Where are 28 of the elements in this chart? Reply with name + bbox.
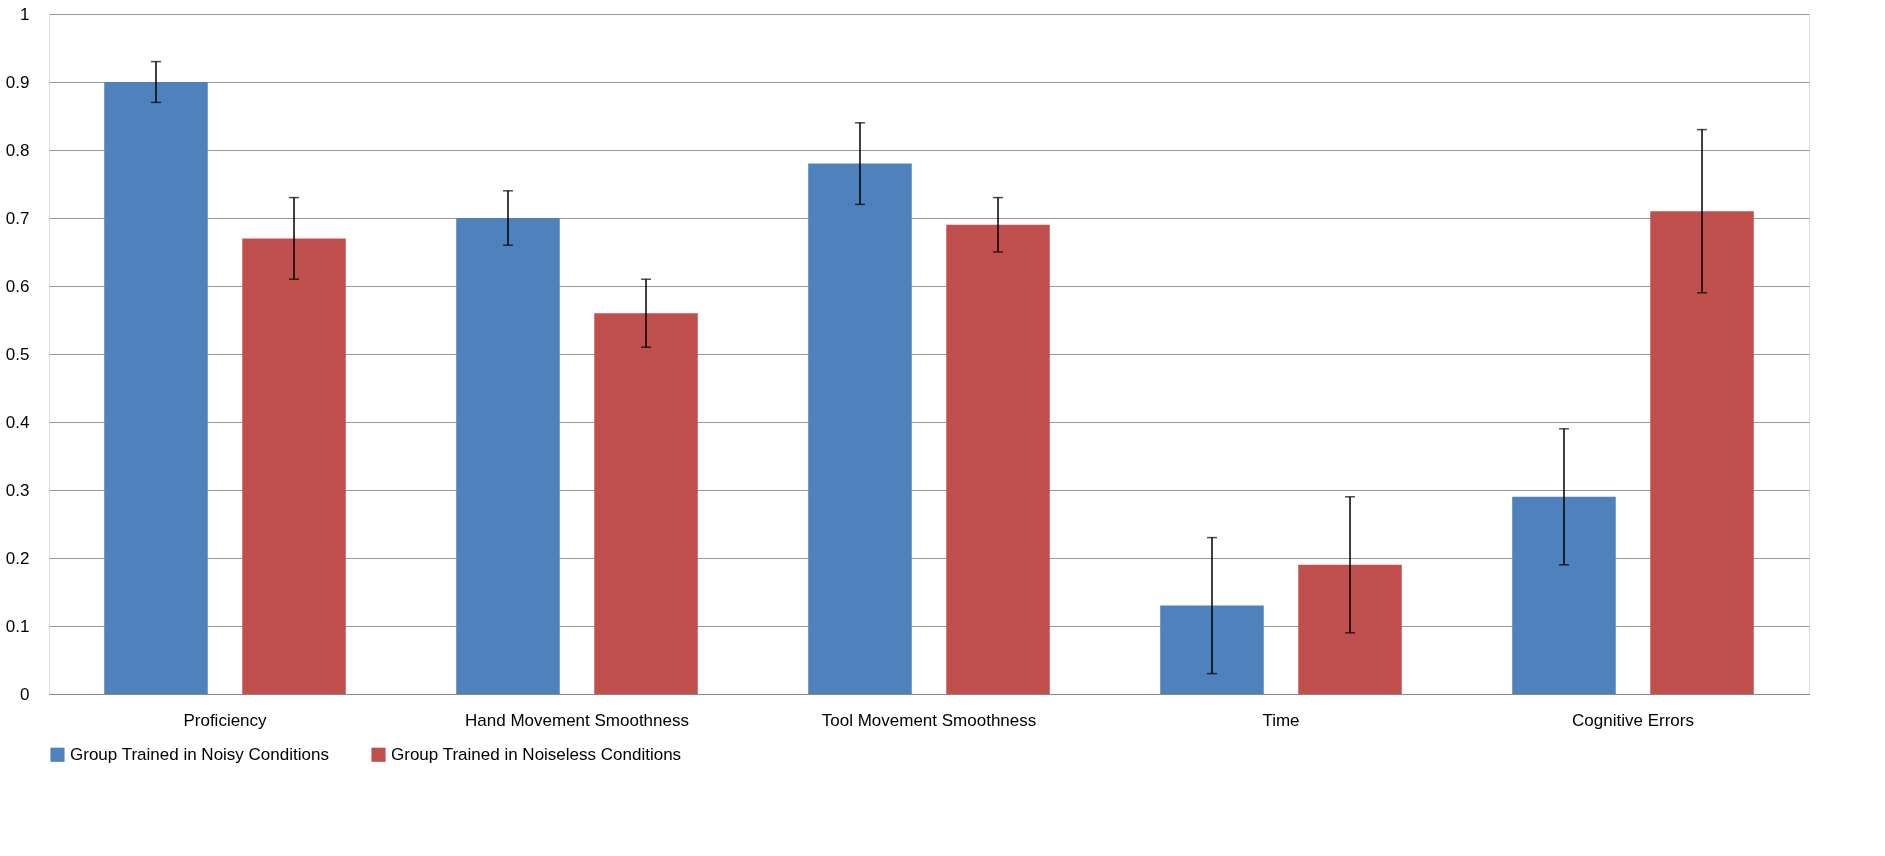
y-tick-label: 0.9 (5, 72, 30, 92)
bar (594, 313, 698, 694)
x-tick-label: Hand Movement Smoothness (465, 710, 689, 730)
x-tick-label: Tool Movement Smoothness (821, 710, 1037, 730)
y-tick-label: 0 (20, 684, 30, 704)
y-tick-label: 0.7 (5, 208, 30, 228)
bar (1650, 211, 1754, 694)
bar (1160, 605, 1264, 694)
y-tick-label: 0.4 (5, 412, 30, 432)
y-tick-label: 0.8 (5, 140, 30, 160)
y-tick-label: 0.3 (5, 480, 30, 500)
y-tick-label: 0.1 (5, 616, 30, 636)
y-tick-label: 0.5 (5, 344, 30, 364)
bar (1298, 564, 1402, 694)
bar (104, 82, 208, 694)
bar (1512, 496, 1616, 694)
bar (242, 238, 346, 694)
y-tick-label: 1 (20, 4, 30, 24)
bar (456, 218, 560, 694)
legend-label: Group Trained in Noiseless Conditions (391, 744, 682, 764)
bar (808, 163, 912, 694)
x-tick-label: Time (1262, 710, 1300, 730)
x-tick-label: Cognitive Errors (1572, 710, 1694, 730)
y-tick-label: 0.2 (5, 548, 30, 568)
y-tick-label: 0.6 (5, 276, 30, 296)
x-tick-label: Proficiency (183, 710, 268, 730)
legend-label: Group Trained in Noisy Conditions (70, 744, 329, 764)
bar (946, 224, 1050, 694)
